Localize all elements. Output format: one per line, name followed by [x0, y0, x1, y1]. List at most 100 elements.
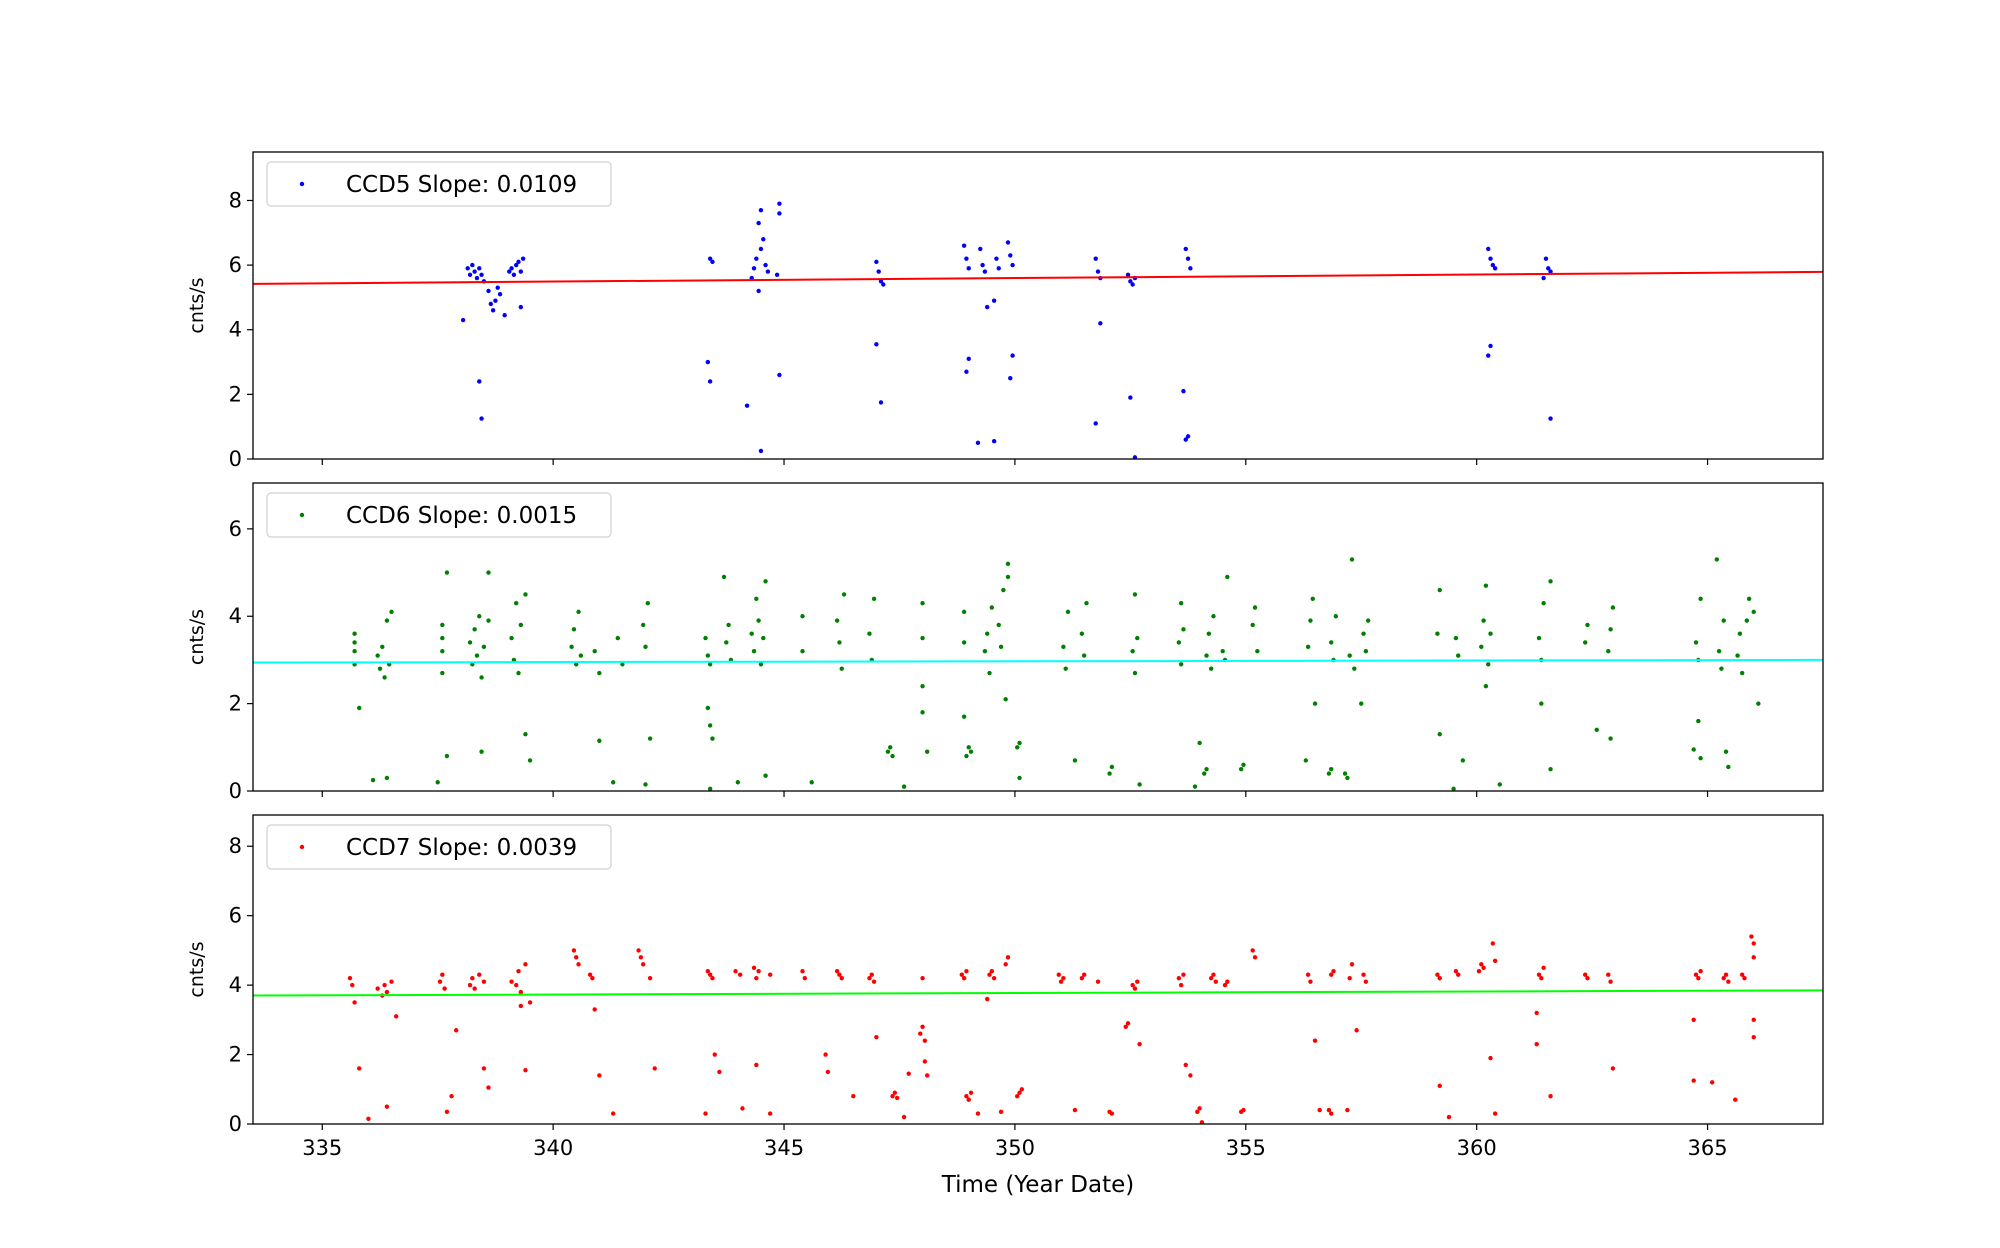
data-point — [1490, 941, 1496, 946]
data-point — [985, 996, 990, 1002]
data-point — [1548, 766, 1553, 772]
data-point — [1483, 683, 1489, 689]
data-point — [876, 269, 881, 274]
y-tick-label: 4 — [229, 604, 242, 628]
data-point — [442, 986, 447, 991]
data-point — [520, 256, 526, 261]
data-point — [375, 653, 380, 658]
y-axis-label: cnts/s — [186, 609, 208, 665]
data-point — [823, 1052, 828, 1057]
data-point — [516, 259, 521, 265]
data-point — [1483, 583, 1489, 588]
y-tick-label: 6 — [229, 253, 242, 277]
x-tick-label: 345 — [764, 1136, 804, 1160]
data-point — [511, 272, 517, 277]
data-point — [486, 618, 491, 623]
data-point — [375, 986, 380, 991]
data-point — [1017, 1090, 1022, 1095]
y-axis-label: cnts/s — [186, 277, 208, 333]
data-point — [514, 262, 519, 268]
data-point — [527, 758, 533, 763]
data-point — [1696, 975, 1701, 981]
data-point — [643, 782, 648, 787]
data-point — [1481, 965, 1486, 970]
data-point — [514, 982, 519, 988]
data-point — [894, 1095, 900, 1101]
data-point — [1109, 764, 1115, 770]
data-point — [1536, 635, 1542, 641]
x-tick-label: 360 — [1457, 1136, 1497, 1160]
data-point — [1719, 666, 1724, 671]
data-point — [470, 662, 475, 667]
data-point — [1437, 975, 1442, 981]
data-point — [1453, 969, 1459, 974]
data-point — [440, 635, 445, 641]
data-point — [1363, 648, 1369, 654]
data-point — [1188, 266, 1193, 271]
data-point — [380, 644, 385, 650]
data-point — [571, 627, 577, 632]
data-point — [518, 304, 524, 310]
data-point — [717, 1069, 722, 1075]
data-point — [1206, 631, 1212, 636]
data-point — [479, 749, 484, 754]
data-point — [1437, 1083, 1442, 1089]
data-point — [1751, 941, 1756, 946]
data-point — [523, 1067, 528, 1073]
data-point — [1008, 253, 1013, 258]
data-point — [1326, 771, 1332, 776]
data-point — [1017, 775, 1022, 781]
data-point — [1312, 701, 1318, 706]
data-point — [1608, 979, 1613, 984]
data-point — [751, 965, 757, 970]
data-point — [1010, 353, 1015, 358]
data-point — [809, 780, 814, 785]
data-point — [1195, 1109, 1200, 1115]
data-point — [590, 975, 595, 981]
data-point — [754, 975, 759, 981]
data-point — [1181, 972, 1186, 977]
y-tick-label: 2 — [229, 692, 242, 716]
data-point — [1061, 644, 1066, 650]
data-point — [1183, 1062, 1188, 1068]
data-point — [647, 975, 653, 981]
data-point — [516, 670, 521, 676]
legend: CCD5 Slope: 0.0109 — [266, 161, 612, 207]
data-point — [1109, 1111, 1115, 1116]
data-point — [871, 596, 877, 601]
data-point — [1610, 605, 1616, 610]
data-point — [707, 972, 713, 977]
data-point — [1326, 1107, 1332, 1113]
data-point — [1238, 766, 1244, 772]
data-point — [1005, 574, 1011, 580]
data-point — [871, 979, 877, 984]
data-point — [370, 777, 376, 783]
data-point — [477, 614, 482, 619]
data-point — [1125, 1021, 1131, 1026]
data-point — [1451, 786, 1456, 791]
data-point — [705, 653, 711, 658]
data-point — [837, 972, 842, 977]
data-point — [1437, 732, 1442, 737]
data-point — [987, 972, 992, 977]
data-point — [1751, 609, 1756, 615]
data-point — [481, 644, 487, 650]
data-point — [996, 622, 1001, 628]
data-point — [384, 989, 390, 995]
data-point — [892, 1090, 898, 1095]
data-point — [1128, 395, 1133, 400]
data-point — [1019, 1087, 1025, 1092]
data-point — [444, 1109, 450, 1115]
data-point — [1349, 962, 1355, 967]
data-point — [964, 369, 969, 374]
data-point — [802, 975, 808, 981]
data-point — [710, 736, 715, 741]
data-point — [966, 745, 971, 750]
data-point — [1756, 701, 1761, 706]
data-point — [652, 1066, 657, 1071]
data-point — [1072, 758, 1078, 763]
data-point — [486, 288, 491, 294]
data-point — [737, 972, 743, 977]
data-point — [1220, 648, 1225, 654]
